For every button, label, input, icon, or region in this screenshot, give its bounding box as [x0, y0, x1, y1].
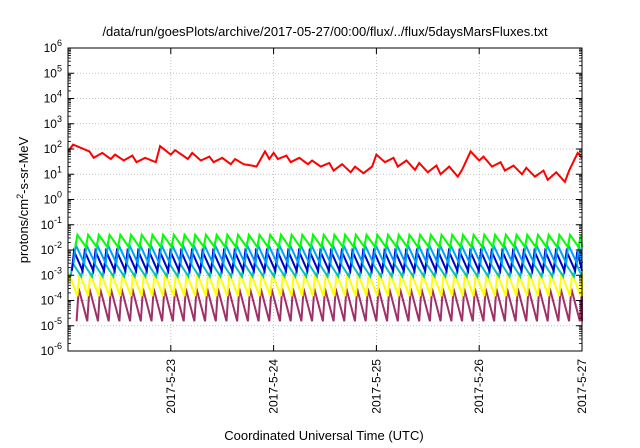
- y-tick-label-exp: -5: [54, 316, 62, 326]
- y-tick-label-exp: 0: [57, 190, 62, 200]
- y-tick-label: 100: [44, 190, 62, 207]
- y-tick-label-base: 10: [44, 142, 58, 156]
- y-tick-label-exp: 5: [57, 63, 62, 73]
- flux-band-series: [69, 259, 583, 280]
- data-series: [67, 143, 583, 322]
- y-axis-title: protons/cm2-s-sr-MeV: [15, 136, 31, 263]
- y-tick-label-exp: -4: [54, 291, 62, 301]
- y-tick-label: 10-4: [41, 291, 62, 308]
- y-tick-label: 10-1: [41, 215, 62, 232]
- y-tick-label: 106: [44, 38, 62, 55]
- y-axis-title-sup: 2: [15, 194, 25, 199]
- y-tick-label-base: 10: [41, 218, 55, 232]
- y-tick-label-base: 10: [41, 243, 55, 257]
- y-tick-label: 103: [44, 114, 62, 131]
- flux-series-line: [67, 143, 583, 184]
- y-tick-label-base: 10: [41, 268, 55, 282]
- y-tick-label-base: 10: [44, 66, 58, 80]
- x-tick-labels: 2017-5-23 2017-5-24 2017-5-25 2017-5-26 2017…: [164, 359, 589, 414]
- y-tick-label: 105: [44, 63, 62, 80]
- x-tick-label: 2017-5-23: [164, 359, 178, 414]
- y-tick-label-base: 10: [44, 167, 58, 181]
- y-tick-label-base: 10: [44, 117, 58, 131]
- axis-ticks: [68, 47, 583, 352]
- y-tick-label: 10-2: [41, 240, 62, 257]
- y-tick-label-base: 10: [44, 41, 58, 55]
- y-tick-label-base: 10: [41, 294, 55, 308]
- y-axis-title-base: protons/cm: [16, 199, 31, 263]
- y-tick-label-exp: 4: [57, 89, 62, 99]
- y-tick-label-exp: 1: [57, 164, 62, 174]
- y-tick-label: 104: [44, 89, 62, 106]
- x-tick-label: 2017-5-27: [575, 359, 589, 414]
- flux-band-series: [70, 247, 583, 275]
- x-axis-title: Coordinated Universal Time (UTC): [224, 428, 423, 443]
- y-tick-label-exp: -2: [54, 240, 62, 250]
- y-tick-label-exp: -6: [54, 341, 62, 351]
- chart-title: /data/run/goesPlots/archive/2017-05-27/0…: [102, 24, 548, 39]
- x-tick-label: 2017-5-26: [472, 359, 486, 414]
- y-tick-label: 10-3: [41, 265, 62, 282]
- y-tick-label: 10-6: [41, 341, 62, 358]
- flux-band-series: [75, 288, 583, 322]
- y-axis-title-rest: -s-sr-MeV: [16, 136, 31, 193]
- y-tick-label-base: 10: [44, 92, 58, 106]
- y-tick-label-exp: 6: [57, 38, 62, 48]
- x-tick-label: 2017-5-24: [267, 359, 281, 414]
- y-tick-label-exp: -3: [54, 265, 62, 275]
- y-tick-label-base: 10: [41, 319, 55, 333]
- y-tick-label-base: 10: [44, 193, 58, 207]
- y-tick-label: 10-5: [41, 316, 62, 333]
- y-tick-label: 102: [44, 139, 62, 156]
- y-tick-label-exp: -1: [54, 215, 62, 225]
- y-tick-label-exp: 3: [57, 114, 62, 124]
- flux-band-series: [72, 241, 583, 267]
- y-tick-label: 101: [44, 164, 62, 181]
- y-tick-label-exp: 2: [57, 139, 62, 149]
- x-tick-label: 2017-5-25: [369, 359, 383, 414]
- flux-band-series: [74, 232, 583, 250]
- y-tick-label-base: 10: [41, 344, 55, 358]
- y-tick-labels: 10-610-510-410-310-210-11001011021031041…: [41, 38, 62, 358]
